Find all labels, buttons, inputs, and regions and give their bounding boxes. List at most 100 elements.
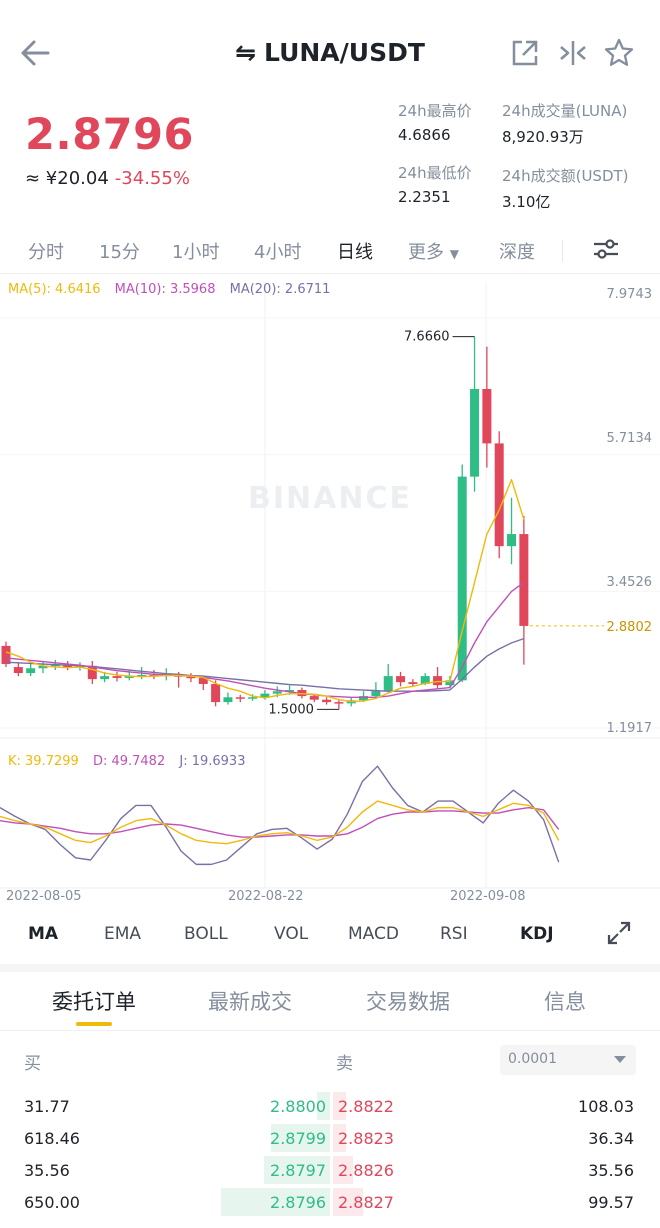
chart-canvas[interactable]: BINANCE 7.9743 5.7134 3.4526 1.1917 7.6660 1.…: [0, 276, 660, 906]
bid-header: 买: [24, 1054, 41, 1074]
candle-body: [260, 693, 270, 698]
ask-quantity: 108.03: [578, 1097, 634, 1116]
tab-1h[interactable]: 1小时: [172, 242, 220, 263]
bid-quantity: 650.00: [24, 1193, 80, 1212]
ask-price: 2.8823: [338, 1129, 394, 1148]
bid-price: 2.8800: [270, 1097, 326, 1116]
indicator-rsi[interactable]: RSI: [440, 924, 468, 944]
ask-price: 2.8827: [338, 1193, 394, 1212]
orderbook-divider: [0, 1030, 660, 1031]
candle-body: [457, 476, 467, 681]
ask-depth-bar: [333, 1124, 346, 1152]
ask-quantity: 99.57: [588, 1193, 634, 1212]
x-axis-label: 2022-08-05: [6, 889, 82, 904]
kdj-legend: K: 39.7299 D: 49.7482 J: 19.6933: [8, 754, 255, 769]
tab-recent-trades[interactable]: 最新成交: [208, 990, 292, 1014]
x-axis-label: 2022-09-08: [450, 889, 526, 904]
candle-body: [186, 676, 196, 679]
indicator-vol[interactable]: VOL: [274, 924, 309, 944]
orderbook-row[interactable]: 618.46 2.8799 2.8823 36.34: [0, 1122, 660, 1154]
candle-body: [371, 691, 381, 697]
candle-body: [396, 676, 406, 683]
bid-price: 2.8796: [270, 1193, 326, 1212]
indicator-ema[interactable]: EMA: [104, 924, 142, 944]
bid-quantity: 618.46: [24, 1129, 80, 1148]
candle-body: [309, 696, 319, 700]
caret-down-icon: [614, 1056, 626, 1063]
candle-body: [334, 702, 344, 704]
tab-orders[interactable]: 委托订单: [52, 990, 136, 1014]
volume-value: 8,920.93万: [502, 128, 584, 146]
candle-body: [38, 665, 48, 669]
binance-watermark: BINANCE: [248, 481, 412, 516]
favorite-star-icon[interactable]: [602, 36, 636, 70]
tab-time-sharing[interactable]: 分时: [28, 242, 64, 263]
swap-pair-icon[interactable]: ⇋: [235, 38, 257, 67]
back-arrow-icon[interactable]: [18, 36, 58, 70]
fullscreen-icon[interactable]: [606, 920, 632, 951]
ma10-line: [5, 581, 525, 698]
low-label: 24h最低价: [398, 164, 472, 182]
amount-label: 24h成交额(USDT): [502, 167, 629, 185]
indicator-tabs: MA EMA BOLL VOL MACD RSI KDJ: [0, 906, 660, 964]
indicator-kdj[interactable]: KDJ: [520, 924, 554, 944]
y-axis-label: 5.7134: [607, 431, 653, 446]
candle-body: [1, 645, 11, 665]
bid-quantity: 35.56: [24, 1161, 70, 1180]
candle-body: [445, 680, 455, 686]
precision-select[interactable]: 0.0001: [500, 1045, 636, 1075]
tab-depth[interactable]: 深度: [499, 242, 535, 263]
tab-4h[interactable]: 4小时: [254, 242, 302, 263]
indicator-boll[interactable]: BOLL: [184, 924, 228, 944]
orderbook-rows: 31.77 2.8800 2.8822 108.03 618.46 2.8799…: [0, 1090, 660, 1218]
candle-body: [248, 697, 258, 699]
ask-quantity: 36.34: [588, 1129, 634, 1148]
tab-trading-data[interactable]: 交易数据: [366, 990, 450, 1014]
last-price-tag: 2.8802: [607, 620, 653, 635]
bid-depth-bar: [221, 1188, 330, 1216]
section-gap: [0, 964, 660, 972]
ma20-value: MA(20): 2.6711: [229, 282, 331, 297]
tab-info[interactable]: 信息: [544, 990, 586, 1014]
share-icon[interactable]: [508, 36, 542, 70]
ask-quantity: 35.56: [588, 1161, 634, 1180]
amount-value: 3.10亿: [502, 193, 551, 211]
tabs-divider: [0, 273, 660, 274]
candle-body: [494, 443, 504, 547]
bid-depth-bar: [264, 1156, 330, 1184]
candle-body: [408, 682, 418, 684]
indicator-ma[interactable]: MA: [28, 924, 59, 944]
kdj-j-line: [0, 765, 560, 866]
orderbook-row[interactable]: 35.56 2.8797 2.8826 35.56: [0, 1154, 660, 1186]
orderbook-row[interactable]: 650.00 2.8796 2.8827 99.57: [0, 1186, 660, 1218]
ask-header: 卖: [336, 1054, 353, 1074]
top-bar: ⇋ LUNA/USDT: [0, 0, 660, 100]
candle-body: [285, 690, 295, 692]
chart-settings-icon[interactable]: [592, 236, 620, 267]
ma-legend: MA(5): 4.6416 MA(10): 3.5968 MA(20): 2.6…: [8, 282, 340, 297]
kline-chart[interactable]: BINANCE 7.9743 5.7134 3.4526 1.1917 7.6660 1.…: [0, 276, 660, 906]
last-price: 2.8796: [25, 110, 194, 160]
volume-label: 24h成交量(LUNA): [502, 102, 628, 120]
ask-price: 2.8822: [338, 1097, 394, 1116]
candle-body: [198, 677, 208, 684]
orderbook-row[interactable]: 31.77 2.8800 2.8822 108.03: [0, 1090, 660, 1122]
ask-depth-bar: [333, 1188, 363, 1216]
pair-name[interactable]: LUNA/USDT: [264, 38, 425, 67]
tab-more[interactable]: 更多 ▼: [408, 238, 459, 264]
tab-1d[interactable]: 日线: [337, 242, 373, 263]
indicator-macd[interactable]: MACD: [348, 924, 399, 944]
candle-body: [137, 674, 147, 677]
kdj-d-value: D: 49.7482: [92, 754, 166, 769]
high-value: 4.6866: [398, 126, 451, 144]
ma5-line: [5, 478, 525, 703]
bid-depth-bar: [271, 1124, 330, 1152]
candle-body: [470, 388, 480, 477]
tab-15m[interactable]: 15分: [99, 242, 140, 263]
ask-price: 2.8826: [338, 1161, 394, 1180]
orderbook-tabs: 委托订单 最新成交 交易数据 信息: [0, 972, 660, 1030]
ma10-value: MA(10): 3.5968: [114, 282, 216, 297]
stats-right: 24h成交量(LUNA) 8,920.93万 24h成交额(USDT) 3.10…: [502, 100, 629, 212]
max-price-label: 7.6660: [404, 330, 450, 345]
compare-icon[interactable]: [556, 36, 590, 70]
